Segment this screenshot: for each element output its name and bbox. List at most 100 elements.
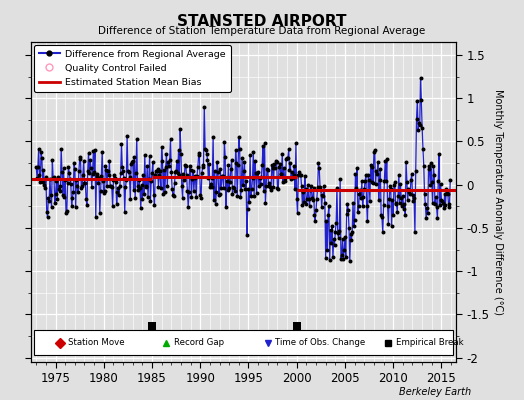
Point: [140, 152, 149, 158]
Point: [77, 154, 85, 160]
Point: [399, 192, 407, 199]
Point: [86, 156, 94, 163]
Point: [332, 220, 340, 226]
Point: [258, 162, 266, 168]
Point: [194, 164, 202, 170]
Point: [310, 212, 319, 218]
Point: [360, 186, 368, 193]
Point: [132, 170, 140, 176]
Point: [118, 164, 126, 170]
Text: Station Move: Station Move: [68, 338, 125, 347]
Point: [193, 172, 201, 179]
Point: [177, 151, 185, 157]
Point: [303, 196, 311, 202]
Point: [116, 182, 124, 189]
Point: [339, 236, 347, 242]
Point: [342, 254, 350, 260]
Point: [364, 172, 373, 178]
Point: [154, 184, 162, 190]
Point: [146, 198, 155, 204]
Point: [162, 151, 171, 157]
Point: [199, 162, 208, 169]
Point: [346, 258, 354, 264]
Point: [159, 191, 168, 197]
Point: [107, 184, 116, 191]
Point: [378, 214, 386, 220]
Point: [196, 192, 204, 198]
Point: [403, 197, 412, 204]
Point: [330, 236, 338, 243]
Point: [95, 175, 103, 181]
Point: [312, 207, 320, 213]
Point: [307, 182, 315, 189]
Point: [299, 189, 308, 196]
Point: [190, 174, 199, 181]
Point: [328, 223, 336, 230]
Point: [78, 183, 86, 190]
Point: [67, 181, 75, 187]
Point: [436, 181, 445, 187]
Point: [283, 155, 292, 161]
Point: [323, 246, 332, 253]
Point: [111, 174, 119, 181]
Point: [342, 210, 351, 217]
Point: [354, 209, 362, 216]
Point: [155, 172, 163, 178]
Point: [271, 157, 280, 164]
Point: [239, 168, 248, 174]
Point: [351, 217, 359, 224]
Point: [139, 172, 147, 178]
Point: [42, 174, 50, 180]
Point: [290, 163, 299, 169]
Point: [394, 193, 402, 200]
Point: [325, 257, 334, 264]
Point: [337, 256, 345, 262]
Point: [94, 180, 102, 186]
Point: [39, 167, 48, 173]
Point: [327, 240, 335, 246]
Point: [237, 187, 245, 194]
Point: [396, 200, 404, 206]
Point: [289, 175, 297, 181]
Point: [191, 173, 200, 179]
Point: [183, 188, 192, 194]
Point: [41, 185, 49, 192]
Point: [334, 235, 343, 241]
Point: [50, 174, 58, 180]
Point: [166, 156, 174, 163]
Point: [115, 192, 123, 198]
Point: [215, 191, 224, 197]
Point: [329, 254, 337, 260]
Point: [419, 146, 427, 152]
Point: [391, 201, 400, 208]
Point: [99, 178, 107, 184]
Point: [236, 193, 245, 200]
Text: Time of Obs. Change: Time of Obs. Change: [276, 338, 366, 347]
Point: [98, 149, 106, 155]
Point: [228, 190, 237, 197]
Point: [185, 162, 194, 169]
Point: [43, 214, 52, 220]
Point: [125, 168, 133, 175]
Point: [268, 164, 277, 171]
Point: [100, 190, 108, 197]
Point: [205, 161, 213, 167]
Point: [213, 158, 221, 165]
Point: [286, 160, 294, 166]
Point: [382, 178, 390, 185]
Point: [171, 169, 180, 176]
Point: [126, 196, 135, 202]
Point: [231, 188, 239, 194]
Point: [83, 202, 91, 208]
Point: [356, 187, 364, 193]
Point: [413, 98, 421, 104]
Point: [103, 182, 111, 189]
Point: [369, 180, 377, 186]
Point: [187, 194, 195, 200]
Point: [38, 179, 47, 185]
Point: [350, 223, 358, 229]
Point: [411, 229, 419, 235]
Point: [253, 190, 261, 196]
Point: [358, 203, 367, 210]
Point: [64, 164, 73, 170]
